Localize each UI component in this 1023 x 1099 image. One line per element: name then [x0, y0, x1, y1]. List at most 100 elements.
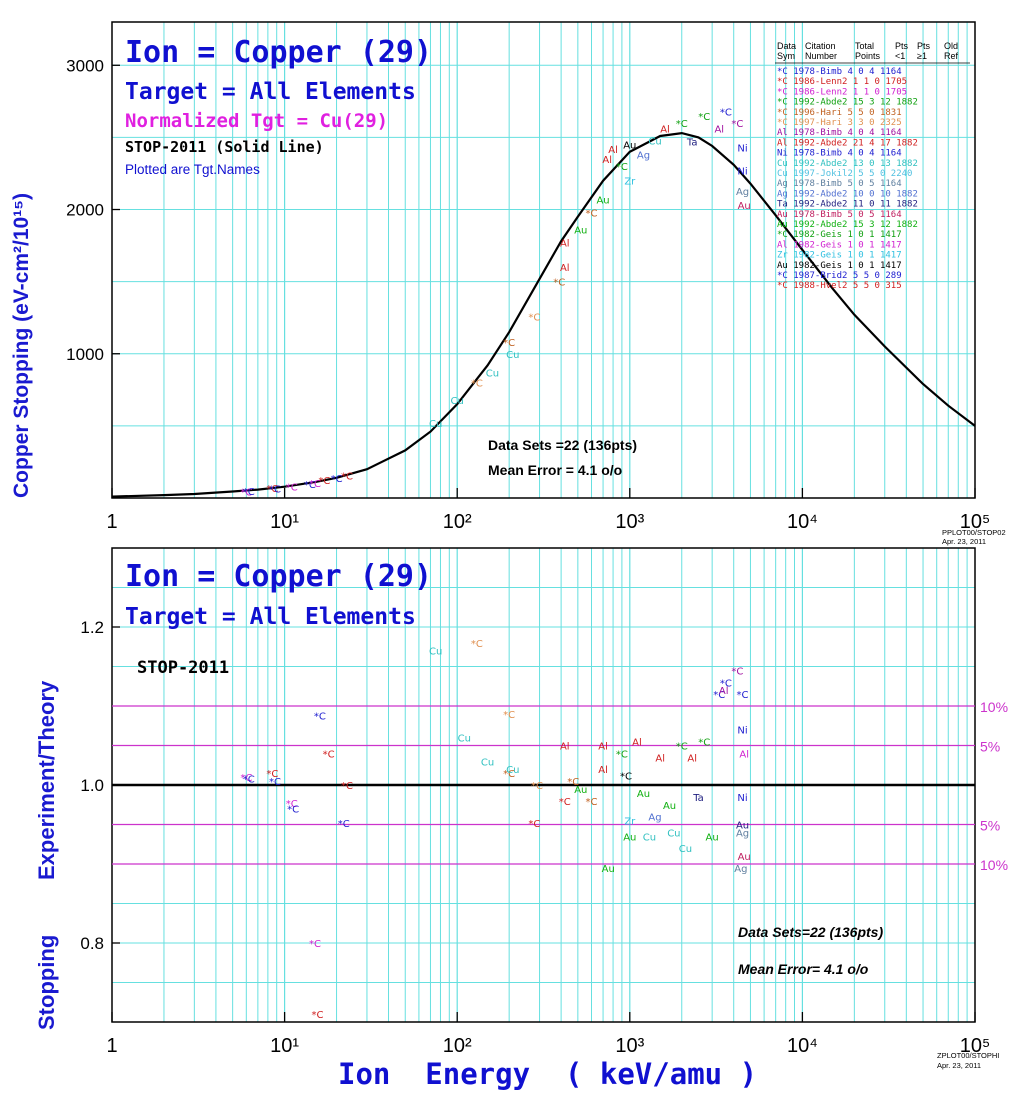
data-point: *C — [586, 208, 598, 219]
error-band-label: 5% — [980, 739, 1000, 755]
top-y-axis-label: Copper Stopping (eV-cm²/10¹⁵) — [10, 193, 33, 498]
data-point: Al — [598, 742, 608, 753]
x-tick-label: 10⁴ — [787, 1035, 818, 1057]
top-stamp-1: PPLOT00/STOP02 — [942, 528, 1006, 537]
data-point: *C — [676, 742, 688, 753]
data-point: Cu — [648, 136, 661, 147]
top-title: Ion = Copper (29) — [125, 35, 432, 70]
data-point: *C — [676, 119, 688, 130]
bottom-x-tick-labels: 1 10¹ 10² 10³ 10⁴ 10⁵ — [106, 1035, 990, 1057]
legend-header: Pts — [917, 41, 931, 51]
data-point: *C — [323, 749, 335, 760]
bottom-title: Ion = Copper (29) — [125, 559, 432, 594]
data-point: Ag — [736, 828, 749, 839]
bottom-x-axis-label: Ion Energy ( keV/amu ) — [338, 1057, 757, 1091]
y-tick-label: 0.8 — [80, 934, 104, 953]
data-point: *C — [528, 312, 540, 323]
data-point: Au — [706, 832, 719, 843]
data-point: Au — [596, 195, 609, 206]
data-point: *C — [620, 772, 632, 783]
data-point: *C — [720, 678, 732, 689]
x-tick-label: 10¹ — [270, 1035, 299, 1057]
data-point: Ag — [637, 151, 650, 162]
data-point: Al — [632, 738, 642, 749]
data-point: *C — [331, 474, 343, 485]
data-point: *C — [471, 639, 483, 650]
legend-row: Ta 1992-Abde2 11 0 11 1882 — [777, 200, 918, 210]
data-point: Al — [655, 753, 665, 764]
data-point: Al — [660, 125, 670, 136]
data-point: Al — [739, 749, 749, 760]
legend-row: *C 1992-Abde2 15 3 12 1882 — [777, 98, 918, 108]
top-x-tick-labels: 1 10¹ 10² 10³ 10⁴ 10⁵ — [106, 511, 990, 533]
legend-row: Au 1978-Bimb 5 0 5 1164 — [777, 210, 902, 220]
data-point: Al — [602, 155, 612, 166]
data-point: Au — [602, 864, 615, 875]
x-tick-label: 10² — [443, 1035, 472, 1057]
data-point: *C — [341, 472, 353, 483]
legend-row: Cu 1992-Abde2 13 0 13 1882 — [777, 159, 918, 169]
top-data-points: *C*C *C*C *C *C*C*C *C*CCuCu*CCu*CCu*C*CAlAl… — [240, 107, 750, 498]
data-point: Cu — [679, 844, 692, 855]
legend-row: *C 1997-Hari 3 3 0 2325 — [777, 118, 902, 128]
data-point: *C — [266, 769, 278, 780]
data-point: Zr — [624, 817, 636, 828]
y-tick-label: 3000 — [66, 56, 104, 75]
data-point: Ag — [734, 864, 747, 875]
data-point: Cu — [429, 647, 442, 658]
legend-header: Points — [855, 51, 881, 61]
data-point: *C — [286, 482, 298, 493]
top-plot-grid — [112, 22, 975, 498]
data-point: *C — [503, 338, 515, 349]
bottom-stop-label: STOP-2011 — [137, 658, 229, 678]
data-point: Cu — [451, 396, 464, 407]
data-point: *C — [531, 781, 543, 792]
error-band-label: 10% — [980, 857, 1008, 873]
legend-header: Citation — [805, 41, 836, 51]
legend-row: Al 1982-Geis 1 0 1 1417 — [777, 240, 902, 250]
data-point: *C — [269, 777, 281, 788]
bottom-target-label: Target = All Elements — [125, 604, 416, 630]
legend-row: *C 1982-Geis 1 0 1 1417 — [777, 230, 902, 240]
data-point: *C — [243, 775, 255, 786]
y-tick-label: 1000 — [66, 345, 104, 364]
data-point: *C — [503, 710, 515, 721]
data-point: *C — [240, 488, 252, 499]
data-point: Au — [574, 226, 587, 237]
data-point: *C — [503, 769, 515, 780]
x-tick-label: 10¹ — [270, 511, 299, 533]
data-point: *C — [713, 690, 725, 701]
data-point: *C — [698, 112, 710, 123]
bottom-mean-error-text: Mean Error= 4.1 o/o — [738, 961, 869, 977]
legend-row: *C 1987-Brid2 5 5 0 289 — [777, 271, 902, 281]
data-point: *C — [528, 819, 540, 830]
legend-header: Pts — [895, 41, 909, 51]
data-point: *C — [311, 1010, 323, 1021]
stop2011-curve — [111, 131, 976, 498]
data-point: Cu — [481, 757, 494, 768]
data-point: *C — [266, 484, 278, 495]
top-plotted-label: Plotted are Tgt.Names — [125, 162, 260, 177]
data-point: Zr — [624, 177, 636, 188]
y-tick-label: 1.2 — [80, 618, 104, 637]
top-y-tick-labels: 1000 2000 3000 — [66, 56, 104, 363]
data-point: Ni — [737, 726, 747, 737]
data-point: *C — [586, 797, 598, 808]
data-point: Au — [623, 832, 636, 843]
data-point: *C — [314, 711, 326, 722]
top-target-label: Target = All Elements — [125, 79, 416, 105]
data-point: Ni — [737, 167, 747, 178]
top-normalized-label: Normalized Tgt = Cu(29) — [125, 110, 388, 132]
data-point: *C — [309, 939, 321, 950]
data-point: *C — [243, 487, 255, 498]
data-point: *C — [616, 749, 628, 760]
legend-row: Al 1978-Bimb 4 0 4 1164 — [777, 128, 902, 138]
data-point: Au — [736, 821, 749, 832]
data-point: Cu — [458, 734, 471, 745]
data-point: Au — [574, 785, 587, 796]
legend-row: *C 1986-Lenn2 1 1 0 1705 — [777, 77, 907, 87]
data-point: *C — [567, 777, 579, 788]
top-plot-ticks — [111, 64, 976, 498]
data-point: *C — [471, 379, 483, 390]
